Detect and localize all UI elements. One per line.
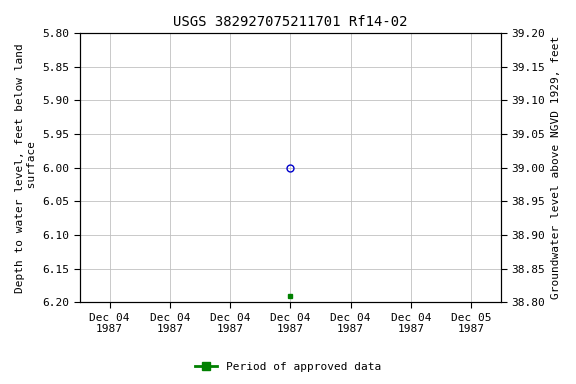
Legend: Period of approved data: Period of approved data: [191, 358, 385, 377]
Title: USGS 382927075211701 Rf14-02: USGS 382927075211701 Rf14-02: [173, 15, 408, 29]
Y-axis label: Groundwater level above NGVD 1929, feet: Groundwater level above NGVD 1929, feet: [551, 36, 561, 299]
Y-axis label: Depth to water level, feet below land
 surface: Depth to water level, feet below land su…: [15, 43, 37, 293]
